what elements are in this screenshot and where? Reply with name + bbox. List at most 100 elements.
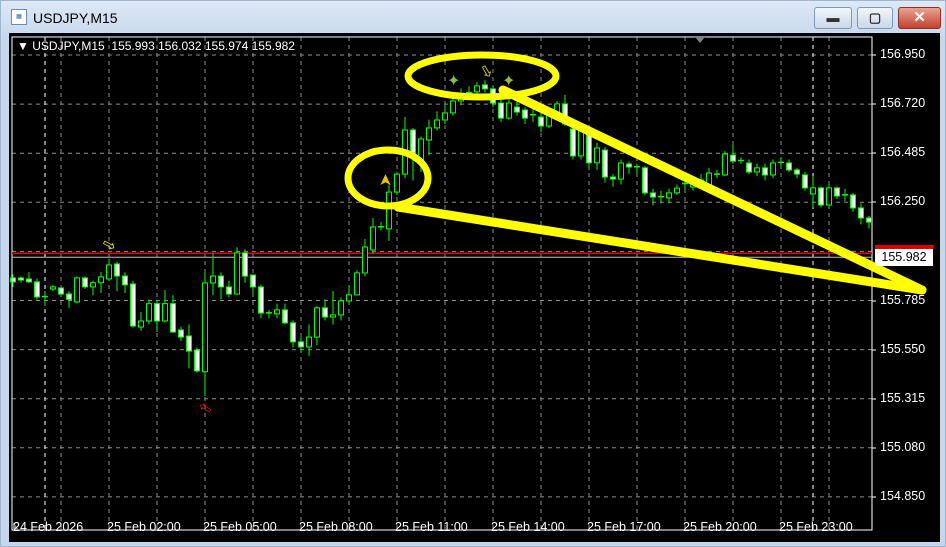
candle-bullish xyxy=(370,226,376,251)
candle-bearish xyxy=(18,277,24,281)
candle-bullish xyxy=(90,282,96,288)
price-axis-label: 155.315 xyxy=(880,391,926,405)
candle-bullish xyxy=(146,303,152,322)
chart-shift-marker xyxy=(695,37,705,43)
candle-bullish xyxy=(474,85,480,93)
candle-bearish xyxy=(786,162,792,171)
candle-bullish xyxy=(306,336,312,348)
candle-bullish xyxy=(442,112,448,121)
ask-price-label xyxy=(875,245,933,250)
window-title: USDJPY,M15 xyxy=(33,10,118,26)
bid-price-label: 155.982 xyxy=(875,249,933,266)
chart-frame xyxy=(11,36,873,531)
candle-bearish xyxy=(498,102,504,119)
candle-bearish xyxy=(626,163,632,168)
candle-bullish xyxy=(330,314,336,318)
candle-bearish xyxy=(290,322,296,343)
header-open: 155.993 xyxy=(111,39,155,53)
candle-bearish xyxy=(154,303,160,322)
header-close: 155.982 xyxy=(251,39,295,53)
time-axis-label: 25 Feb 08:00 xyxy=(299,520,373,534)
candle-bearish xyxy=(178,329,184,338)
candle-bullish xyxy=(234,252,240,295)
close-button[interactable]: ✕ xyxy=(898,7,941,29)
candle-bearish xyxy=(130,283,136,327)
close-icon: ✕ xyxy=(913,9,926,26)
annotation-ellipse xyxy=(344,146,432,210)
candle-bullish xyxy=(434,119,440,129)
candle-bullish xyxy=(314,307,320,338)
candle-bearish xyxy=(802,174,808,189)
candle-bearish xyxy=(858,207,864,219)
candle-bearish xyxy=(570,128,576,157)
candle-bullish xyxy=(394,173,400,193)
candle-bearish xyxy=(58,287,64,295)
candle-bearish xyxy=(834,187,840,197)
candle-bullish xyxy=(202,282,208,373)
candle-bearish xyxy=(650,192,656,198)
chart-area[interactable] xyxy=(9,33,940,542)
candle-bearish xyxy=(186,335,192,352)
candle-bearish xyxy=(850,194,856,209)
time-axis-label: 25 Feb 02:00 xyxy=(107,520,181,534)
candle-bearish xyxy=(122,275,128,286)
chart-header: ▼ USDJPY,M15 155.993 156.032 155.974 155… xyxy=(17,39,295,53)
candle-bearish xyxy=(746,162,752,173)
candle-bearish xyxy=(250,274,256,288)
maximize-icon: ▢ xyxy=(868,10,882,25)
chart-window-icon: ▦ xyxy=(11,9,27,25)
candle-bearish xyxy=(818,187,824,206)
candle-bearish xyxy=(410,129,416,154)
price-axis-label: 156.485 xyxy=(880,145,926,159)
candle-bearish xyxy=(82,277,88,288)
candle-bearish xyxy=(866,217,872,223)
header-symbol: USDJPY,M15 xyxy=(32,39,105,53)
price-axis-label: 155.550 xyxy=(880,342,926,356)
price-axis-label: 156.720 xyxy=(880,96,926,110)
candle-bearish xyxy=(762,167,768,176)
candle-bullish xyxy=(618,162,624,180)
candle-bearish xyxy=(282,309,288,324)
star-icon[interactable]: ✦ xyxy=(447,73,461,90)
candle-bullish xyxy=(338,300,344,316)
candle-bearish xyxy=(26,278,32,283)
candle-bearish xyxy=(114,263,120,277)
candle-bearish xyxy=(642,167,648,194)
candle-bearish xyxy=(794,169,800,175)
star-icon[interactable]: ✦ xyxy=(502,73,516,90)
time-axis-label: 25 Feb 23:00 xyxy=(779,520,853,534)
candle-bearish xyxy=(258,286,264,314)
up-fractal-icon[interactable]: ➤ xyxy=(377,173,395,187)
price-axis-label: 156.250 xyxy=(880,194,926,208)
chart-menu-arrow-icon[interactable]: ▼ xyxy=(17,39,29,53)
time-axis-label: 25 Feb 17:00 xyxy=(587,520,661,534)
candle-bearish xyxy=(10,277,16,283)
price-axis-label: 156.950 xyxy=(880,47,926,61)
candle-bullish xyxy=(74,277,80,303)
candle-bullish xyxy=(754,167,760,173)
time-axis-label: 25 Feb 05:00 xyxy=(203,520,277,534)
candle-bearish xyxy=(298,341,304,348)
candle-bullish xyxy=(426,127,432,141)
candle-bearish xyxy=(482,84,488,90)
annotation-line xyxy=(393,202,927,295)
candle-bullish xyxy=(666,192,672,199)
candle-bearish xyxy=(226,286,232,295)
candle-bullish xyxy=(770,162,776,176)
candle-bullish xyxy=(810,187,816,195)
candle-bearish xyxy=(538,116,544,127)
time-axis-label: 25 Feb 11:00 xyxy=(395,520,468,534)
candle-bullish xyxy=(274,309,280,315)
price-axis-label: 155.080 xyxy=(880,440,926,454)
time-axis-label: 24 Feb 2026 xyxy=(13,520,84,534)
minimize-button[interactable]: ▬ xyxy=(814,7,852,29)
candle-bearish xyxy=(322,307,328,318)
candle-bearish xyxy=(34,281,40,298)
candle-bullish xyxy=(106,264,112,280)
minimize-icon: ▬ xyxy=(826,10,840,25)
maximize-button[interactable]: ▢ xyxy=(857,7,893,29)
candle-bullish xyxy=(138,320,144,328)
candle-bearish xyxy=(730,154,736,162)
annotation-line xyxy=(498,85,927,295)
